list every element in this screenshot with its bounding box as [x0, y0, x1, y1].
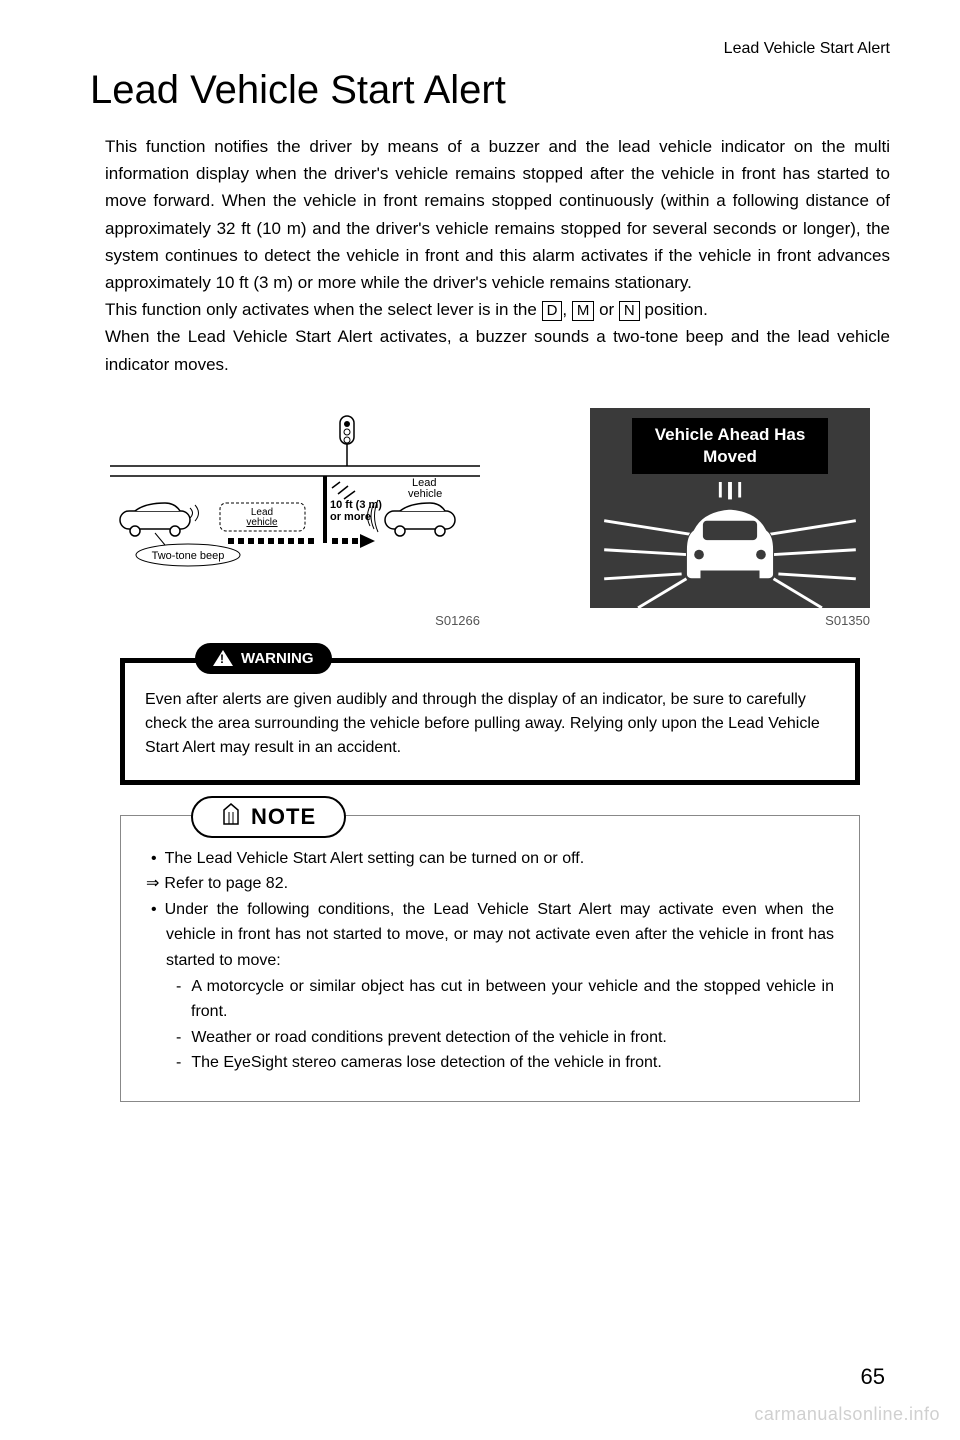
paragraph-1: This function notifies the driver by mea… — [105, 133, 890, 296]
note-item-1: The Lead Vehicle Start Alert setting can… — [166, 846, 834, 872]
figure-id-right: S01350 — [590, 613, 870, 628]
header-section-label: Lead Vehicle Start Alert — [90, 40, 890, 58]
svg-text:10 ft (3 m): 10 ft (3 m) — [330, 499, 382, 511]
note-box: NOTE The Lead Vehicle Start Alert settin… — [120, 815, 860, 1102]
warning-label-text: WARNING — [241, 650, 314, 667]
display-header-text: Vehicle Ahead Has Moved — [632, 418, 828, 474]
note-item-5: Weather or road conditions prevent detec… — [166, 1025, 834, 1051]
p2-or: or — [594, 300, 619, 319]
note-label: NOTE — [191, 796, 346, 838]
road-diagram-svg: Lead vehicle Lead vehicle 10 ft (3 m) or… — [110, 408, 480, 588]
svg-text:Two-tone beep: Two-tone beep — [152, 550, 225, 562]
p2-end: position. — [640, 300, 708, 319]
gear-d: D — [542, 301, 563, 321]
figure-id-left: S01266 — [110, 613, 480, 628]
paragraph-3: When the Lead Vehicle Start Alert activa… — [105, 323, 890, 377]
warning-label: WARNING — [195, 643, 332, 674]
paragraph-2: This function only activates when the se… — [105, 296, 890, 323]
display-car-svg — [590, 482, 870, 608]
p2-comma: , — [562, 300, 571, 319]
pencil-icon — [221, 802, 241, 832]
p2-text-a: This function only activates when the se… — [105, 300, 542, 319]
svg-text:vehicle: vehicle — [246, 517, 278, 528]
page-title: Lead Vehicle Start Alert — [90, 68, 890, 113]
gear-m: M — [572, 301, 595, 321]
warning-triangle-icon — [213, 650, 233, 666]
diagram-left: Lead vehicle Lead vehicle 10 ft (3 m) or… — [110, 408, 480, 608]
note-item-4: A motorcycle or similar object has cut i… — [166, 974, 834, 1025]
warning-text: Even after alerts are given audibly and … — [145, 688, 835, 760]
note-item-3: Under the following conditions, the Lead… — [166, 897, 834, 974]
note-item-2: Refer to page 82. — [166, 871, 834, 897]
note-label-text: NOTE — [251, 804, 316, 830]
svg-text:or more: or more — [330, 511, 371, 523]
gear-n: N — [619, 301, 640, 321]
page-number: 65 — [861, 1364, 885, 1390]
warning-box: WARNING Even after alerts are given audi… — [120, 658, 860, 785]
note-content: The Lead Vehicle Start Alert setting can… — [146, 846, 834, 1076]
diagram-right: Vehicle Ahead Has Moved — [590, 408, 870, 608]
note-item-6: The EyeSight stereo cameras lose detecti… — [166, 1050, 834, 1076]
figure-labels: S01266 S01350 — [90, 613, 890, 628]
svg-text:vehicle: vehicle — [408, 488, 442, 500]
display-screen: Vehicle Ahead Has Moved — [590, 408, 870, 608]
watermark: carmanualsonline.info — [754, 1404, 940, 1425]
diagrams-row: Lead vehicle Lead vehicle 10 ft (3 m) or… — [90, 408, 890, 608]
